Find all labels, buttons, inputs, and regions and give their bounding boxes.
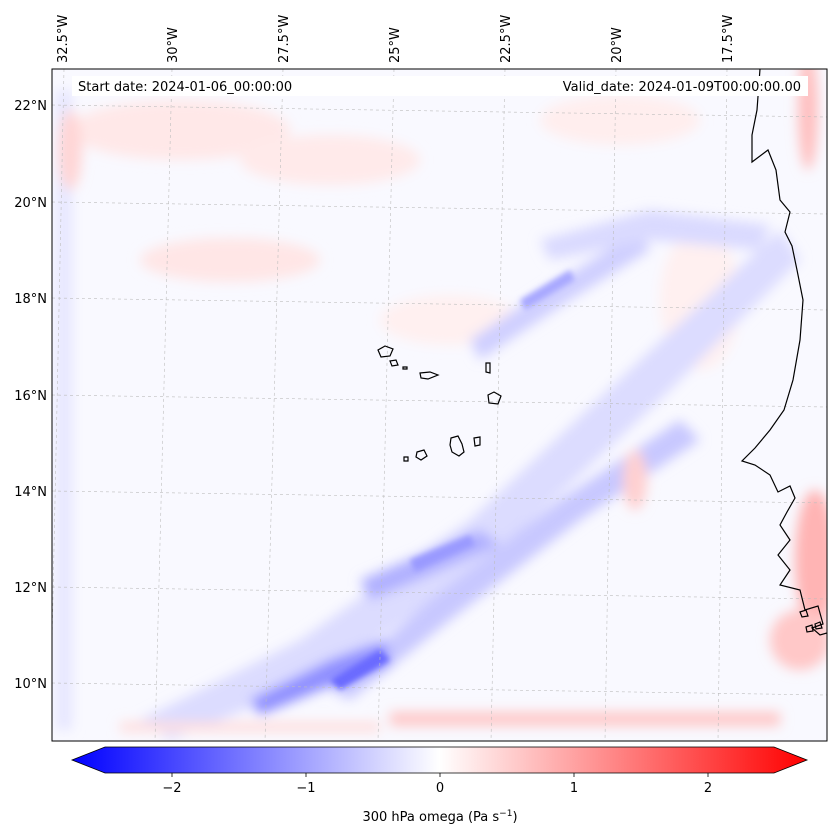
island-brava xyxy=(403,456,409,462)
colorbar-tick-minus-2: −2 xyxy=(162,781,181,796)
lat-label-16n: 16°N xyxy=(14,389,47,404)
lon-label-22-5w: 22.5°W xyxy=(499,15,514,63)
coastlines xyxy=(377,69,827,636)
island-santo-antao xyxy=(377,345,394,358)
start-date-label: Start date: 2024-01-06_00:00:00 xyxy=(78,80,292,95)
lon-label-17-5w: 17.5°W xyxy=(721,15,736,63)
colorbar-label: 300 hPa omega (Pa s−1) xyxy=(362,809,517,825)
lat-label-20n: 20°N xyxy=(14,196,47,211)
bijagos-islands xyxy=(799,609,823,633)
longitude-labels: 32.5°W 30°W 27.5°W 25°W 22.5°W 20°W 17.5… xyxy=(56,15,736,63)
island-sao-nicolau xyxy=(419,371,440,380)
lat-label-14n: 14°N xyxy=(14,485,47,500)
island-santiago xyxy=(449,435,465,457)
latitude-labels: 22°N 20°N 18°N 16°N 14°N 12°N 10°N xyxy=(14,99,47,692)
lon-label-30w: 30°W xyxy=(166,27,181,63)
colorbar-label-superscript: −1 xyxy=(499,809,512,819)
omega-field-patches xyxy=(56,69,827,740)
colorbar-tick-1: 1 xyxy=(570,781,578,796)
lat-label-18n: 18°N xyxy=(14,292,47,307)
colorbar-label-end: ) xyxy=(512,810,517,825)
island-santa-luzia xyxy=(402,366,408,370)
lon-label-32-5w: 32.5°W xyxy=(56,15,71,63)
omega-field-streaks xyxy=(330,270,575,690)
omega-field-layer xyxy=(52,69,827,741)
valid-date-label: Valid_date: 2024-01-09T00:00:00.00 xyxy=(563,80,801,95)
lon-label-27-5w: 27.5°W xyxy=(277,15,292,63)
lat-label-12n: 12°N xyxy=(14,581,47,596)
island-fogo xyxy=(415,449,428,461)
lat-label-22n: 22°N xyxy=(14,99,47,114)
lon-label-20w: 20°W xyxy=(610,27,625,63)
island-sao-vicente xyxy=(389,359,399,367)
colorbar: −2 −1 0 1 2 300 hPa omega (Pa s−1) xyxy=(70,746,809,825)
island-boa-vista xyxy=(487,391,502,405)
colorbar-ticks xyxy=(171,773,709,777)
header-background xyxy=(72,76,808,96)
colorbar-tick-minus-1: −1 xyxy=(296,781,315,796)
map-frame xyxy=(51,68,828,742)
colorbar-tick-2: 2 xyxy=(704,781,712,796)
lat-label-10n: 10°N xyxy=(14,677,47,692)
africa-coastline xyxy=(740,69,827,636)
colorbar-label-main: 300 hPa omega (Pa s xyxy=(362,810,499,825)
colorbar-body xyxy=(70,746,809,774)
lon-label-25w: 25°W xyxy=(388,27,403,63)
island-maio xyxy=(473,436,481,447)
island-sal xyxy=(485,362,491,374)
colorbar-tick-0: 0 xyxy=(436,781,444,796)
